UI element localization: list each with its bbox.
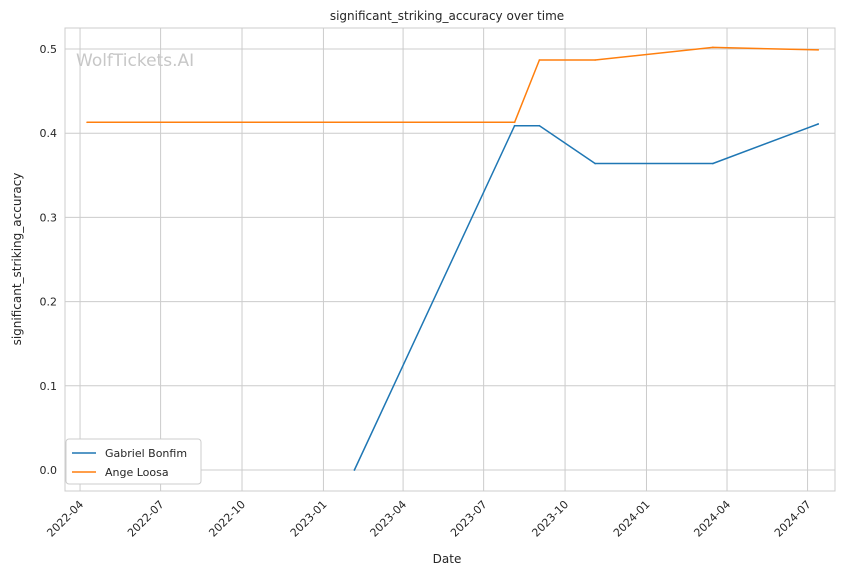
x-axis-title: Date — [433, 552, 462, 566]
legend-box — [65, 438, 202, 485]
series-line-0 — [353, 123, 819, 471]
y-tick-label: 0.4 — [40, 127, 58, 140]
y-tick-label: 0.5 — [40, 43, 58, 56]
legend-label: Gabriel Bonfim — [105, 447, 187, 460]
x-tick-label: 2024-04 — [691, 498, 733, 540]
y-axis-title: significant_striking_accuracy — [10, 173, 24, 346]
legend-label: Ange Loosa — [105, 466, 169, 479]
data-point — [712, 162, 714, 165]
x-tick-label: 2023-01 — [288, 498, 330, 540]
x-tick-label: 2023-07 — [448, 498, 490, 540]
y-tick-label: 0.1 — [40, 380, 58, 393]
data-point — [817, 123, 819, 125]
data-point — [513, 124, 516, 127]
data-point — [712, 46, 714, 49]
x-tick-label: 2023-10 — [529, 498, 571, 540]
data-point — [594, 162, 596, 165]
y-tick-label: 0.2 — [40, 296, 58, 309]
watermark: WolfTickets.AI — [76, 51, 194, 71]
x-tick-label: 2022-10 — [206, 498, 248, 540]
data-point — [353, 469, 356, 471]
series-line-1 — [86, 46, 819, 124]
data-point — [538, 124, 541, 127]
data-point — [817, 49, 819, 51]
x-tick-label: 2022-07 — [125, 498, 167, 540]
data-point — [594, 59, 596, 61]
data-point — [538, 59, 541, 61]
plot-area — [64, 27, 836, 492]
legend: Gabriel Bonfim Ange Loosa — [65, 438, 202, 485]
y-tick-label: 0.3 — [40, 211, 58, 224]
data-point — [513, 121, 516, 124]
y-tick-label: 0.0 — [40, 464, 58, 477]
series-layer — [86, 46, 819, 471]
chart-title: significant_striking_accuracy over time — [330, 9, 564, 23]
data-point — [86, 121, 88, 124]
x-tick-label: 2024-07 — [772, 498, 814, 540]
x-tick-label: 2024-01 — [611, 498, 653, 540]
x-tick-label: 2023-04 — [368, 498, 410, 540]
x-tick-label: 2022-04 — [44, 498, 86, 540]
